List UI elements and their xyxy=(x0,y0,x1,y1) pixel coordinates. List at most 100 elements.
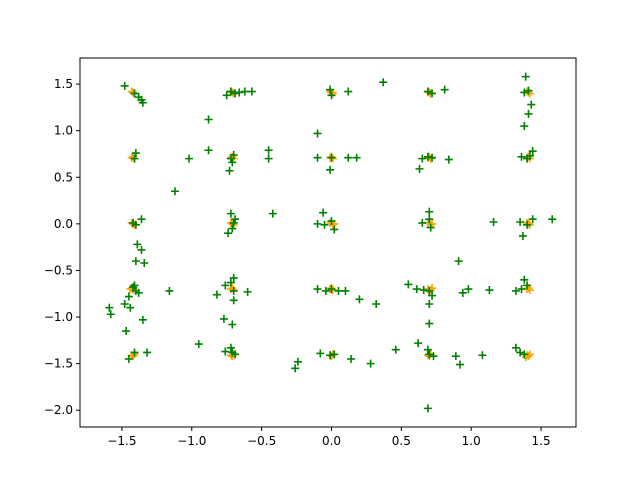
data-point xyxy=(313,285,322,294)
data-point xyxy=(440,85,449,94)
data-point xyxy=(231,350,240,359)
data-point xyxy=(129,352,138,361)
data-point xyxy=(485,286,494,295)
data-point xyxy=(130,348,139,357)
y-axis: 1.5 1.0 0.5 0.0 −0.5 −1.0 −1.5 −2.0 xyxy=(44,77,80,417)
data-point xyxy=(423,152,432,161)
data-point xyxy=(130,281,139,290)
data-point xyxy=(137,215,146,224)
data-point xyxy=(524,86,533,95)
data-point xyxy=(524,109,533,118)
data-point xyxy=(221,281,230,290)
data-point xyxy=(525,151,534,160)
data-point xyxy=(478,351,487,360)
series-green-markers xyxy=(105,72,557,413)
data-point xyxy=(523,281,532,290)
data-point xyxy=(458,288,467,297)
data-point xyxy=(204,115,213,124)
data-point xyxy=(106,310,115,319)
data-point xyxy=(326,165,335,174)
y-tick-label: 0.0 xyxy=(54,217,73,231)
data-point xyxy=(240,87,249,96)
axes-frame xyxy=(79,57,577,428)
data-point xyxy=(122,327,131,336)
data-point xyxy=(456,360,465,369)
x-tick-label: 1.5 xyxy=(532,434,551,448)
data-point xyxy=(321,286,330,295)
data-point xyxy=(293,357,302,366)
data-point xyxy=(425,215,434,224)
data-point xyxy=(330,225,339,234)
y-tick-label: 0.5 xyxy=(54,170,73,184)
x-tick-label: −1.0 xyxy=(177,434,206,448)
x-tick-label: 1.0 xyxy=(462,434,481,448)
data-point xyxy=(454,257,463,266)
data-point xyxy=(143,348,152,357)
data-point xyxy=(319,208,328,217)
data-point xyxy=(222,91,231,100)
data-point xyxy=(517,152,526,161)
data-point xyxy=(326,85,335,94)
data-point xyxy=(327,285,336,294)
data-point xyxy=(524,152,533,161)
data-point xyxy=(327,91,336,100)
plot-area xyxy=(80,58,576,427)
data-point xyxy=(404,280,413,289)
data-point xyxy=(520,122,529,131)
data-point xyxy=(235,88,244,97)
x-tick-label: −1.5 xyxy=(107,434,136,448)
data-point xyxy=(229,296,238,305)
data-point xyxy=(105,303,114,312)
data-point xyxy=(226,87,235,96)
data-point xyxy=(419,286,428,295)
y-tick-label: −2.0 xyxy=(44,403,73,417)
data-point xyxy=(426,286,435,295)
x-axis: −1.5 −1.0 −0.5 0.0 0.5 1.0 1.5 xyxy=(107,427,551,448)
data-point xyxy=(425,207,434,216)
data-point xyxy=(165,286,174,295)
data-point xyxy=(243,287,252,296)
data-point xyxy=(415,164,424,173)
data-point xyxy=(328,154,337,163)
data-point xyxy=(316,349,325,358)
data-point xyxy=(444,155,453,164)
x-tick-label: 0.0 xyxy=(322,434,341,448)
data-point xyxy=(391,345,400,354)
data-point xyxy=(428,291,437,300)
data-point xyxy=(124,292,133,301)
data-point xyxy=(344,153,353,162)
data-point xyxy=(328,220,337,229)
data-point xyxy=(428,153,437,162)
data-point xyxy=(423,345,432,354)
data-point xyxy=(131,257,140,266)
y-tick-label: 1.5 xyxy=(54,77,73,91)
data-point xyxy=(225,166,234,175)
data-point xyxy=(247,87,256,96)
data-point xyxy=(130,154,139,163)
data-point xyxy=(379,78,388,87)
data-point xyxy=(130,89,139,98)
data-point xyxy=(138,98,147,107)
data-point xyxy=(414,339,423,348)
data-point xyxy=(464,285,473,294)
y-tick-label: −1.5 xyxy=(44,357,73,371)
data-point xyxy=(347,354,356,363)
data-point xyxy=(221,347,230,356)
data-point xyxy=(418,154,427,163)
data-point xyxy=(423,87,432,96)
data-point xyxy=(320,220,329,229)
data-point xyxy=(525,286,534,295)
data-point xyxy=(528,215,537,224)
data-point xyxy=(226,278,235,287)
data-point xyxy=(548,215,557,224)
data-point xyxy=(228,320,237,329)
data-point xyxy=(426,223,435,232)
y-tick-label: 1.0 xyxy=(54,124,73,138)
data-point xyxy=(423,404,432,413)
data-point xyxy=(425,319,434,328)
data-point xyxy=(352,153,361,162)
data-point xyxy=(428,219,437,228)
data-point xyxy=(229,273,238,282)
data-point xyxy=(451,352,460,361)
